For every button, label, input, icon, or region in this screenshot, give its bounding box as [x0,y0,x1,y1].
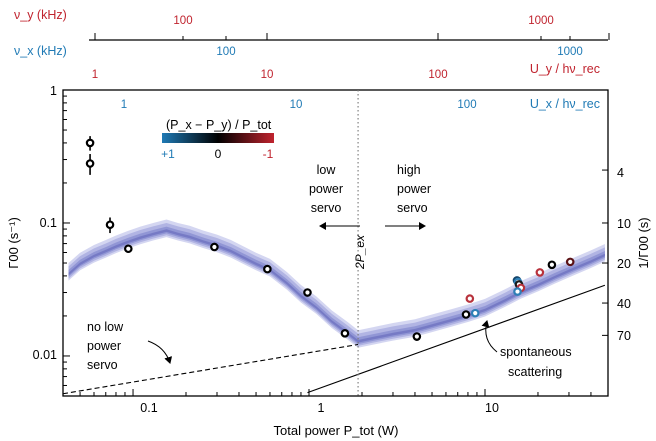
axis-ticks [62,89,609,397]
data-point [565,257,575,267]
y-right-axis-title: 1/Γ00 (s) [636,217,651,268]
nu-x-axis-label: ν_x (kHz) [14,44,67,58]
high-servo-line3: servo [397,201,428,215]
right-tick-label-4: 4 [617,166,624,180]
spontaneous-arrow [481,320,498,353]
no-low-line1: no low [87,320,124,334]
low-servo-line2: power [309,182,343,196]
spontaneous-scattering-line [307,284,606,394]
uy-tick-10: 10 [261,69,274,81]
ux-tick-100: 100 [457,99,476,111]
data-point [535,268,545,277]
y-tick-label-0.01: 0.01 [33,348,57,362]
colorbar-label: (P_x − P_y) / P_tot [166,118,272,132]
x-tick-label-10: 10 [485,401,499,415]
data-point [124,244,133,254]
ux-axis-label: U_x / hν_rec [530,97,600,111]
data-point [85,159,95,168]
right-tick-label-70: 70 [617,329,631,343]
data-point [340,329,350,338]
x-tick-label-0.1: 0.1 [140,401,157,415]
top-axis-ticks [94,33,610,40]
data-point [513,287,522,296]
plot-frame [62,89,609,397]
uy-axis-label: U_y / hν_rec [530,62,600,76]
x-axis-title: Total power P_tot (W) [274,423,399,438]
y-tick-label-0.1: 0.1 [40,216,57,230]
no-servo-dashed-line [62,343,359,395]
nu-y-tick-100: 100 [173,15,192,27]
nu-y-axis-label: ν_y (kHz) [14,8,67,22]
high-servo-line2: power [397,182,431,196]
low-servo-line1: low [317,163,337,177]
right-tick-label-20: 20 [617,257,631,271]
data-point [461,310,471,319]
right-tick-label-40: 40 [617,297,631,311]
y-axis-title: Γ00 (s⁻¹) [6,217,21,269]
theory-band [68,219,605,348]
x-tick-label-1: 1 [318,401,325,415]
high-servo-line1: high [397,163,421,177]
reference-lines [62,90,606,396]
data-point [303,288,312,297]
no-low-arrow [147,340,173,364]
uy-tick-1: 1 [92,69,98,81]
data-point [105,220,115,230]
data-point [465,294,475,303]
data-point [547,260,557,270]
ux-tick-10: 10 [290,99,303,111]
low-servo-line3: servo [311,201,342,215]
right-tick-label-10: 10 [617,217,631,231]
no-low-line3: servo [87,358,118,372]
threshold-label: 2P_ex [353,234,367,270]
uy-tick-100: 100 [428,69,447,81]
colorbar-tick-minus1: -1 [263,147,274,161]
y-tick-label-1: 1 [50,84,57,98]
data-point [412,332,422,341]
data-point [263,264,272,274]
colorbar [162,133,274,143]
theory-band-layer [68,229,605,343]
data-points [85,136,575,341]
data-point [85,138,95,148]
nu-y-tick-1000: 1000 [528,15,554,27]
nu-x-tick-100: 100 [216,46,235,58]
nu-x-tick-1000: 1000 [557,46,583,58]
ux-tick-1: 1 [121,99,127,111]
spontaneous-line1: spontaneous [500,345,572,359]
no-low-line2: power [87,339,121,353]
data-point [210,242,219,252]
data-point [470,308,480,318]
colorbar-tick-plus1: +1 [161,147,175,161]
colorbar-tick-0: 0 [215,147,222,161]
spontaneous-line2: scattering [508,365,562,379]
